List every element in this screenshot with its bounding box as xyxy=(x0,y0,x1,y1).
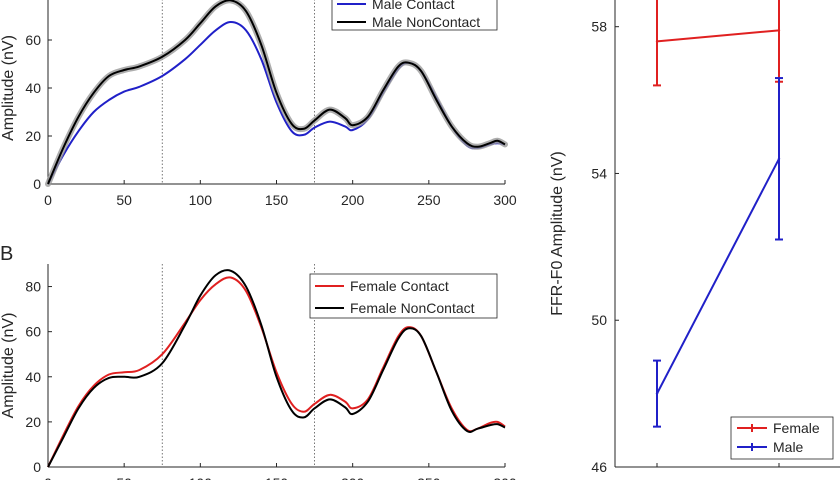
y-tick-label-2-0: 46 xyxy=(591,459,607,475)
x-tick-label-0-0: 0 xyxy=(44,192,52,208)
y-tick-label-2-3: 58 xyxy=(591,19,607,35)
series-line-0-1 xyxy=(47,0,506,185)
y-axis-label-0: Amplitude (nV) xyxy=(0,35,17,141)
x-tick-label-1-5: 250 xyxy=(417,475,441,480)
y-axis-label-2: FFR-F0 Amplitude (nV) xyxy=(549,151,566,315)
series-line-2-1 xyxy=(656,158,780,395)
y-tick-label-0-1: 20 xyxy=(25,128,41,144)
x-tick-label-1-4: 200 xyxy=(341,475,365,480)
legend-label-1-0: Female Contact xyxy=(350,278,449,294)
series-line-2-0 xyxy=(656,29,780,43)
legend-label-2-0: Female xyxy=(773,420,820,436)
x-tick-label-1-1: 50 xyxy=(116,475,132,480)
y-tick-label-0-3: 60 xyxy=(25,32,41,48)
x-tick-label-1-0: 0 xyxy=(44,475,52,480)
y-tick-label-2-2: 54 xyxy=(591,165,607,181)
y-tick-label-0-2: 40 xyxy=(25,80,41,96)
data-point-2-0-0 xyxy=(655,40,659,43)
y-tick-label-2-1: 50 xyxy=(591,312,607,328)
x-tick-label-0-6: 300 xyxy=(493,192,517,208)
series-line-1-1 xyxy=(47,269,506,468)
y-tick-label-1-2: 40 xyxy=(25,369,41,385)
legend-label-2-1: Male xyxy=(773,439,804,455)
x-tick-label-0-3: 150 xyxy=(265,192,289,208)
legend-label-1-1: Female NonContact xyxy=(350,300,475,316)
y-tick-label-1-1: 20 xyxy=(25,414,41,430)
panel-label-1: B xyxy=(0,243,13,265)
data-point-2-1-0 xyxy=(655,392,659,395)
x-tick-label-1-2: 100 xyxy=(189,475,213,480)
legend-box-2 xyxy=(730,416,834,460)
x-tick-label-1-6: 300 xyxy=(493,475,517,480)
x-tick-label-0-5: 250 xyxy=(417,192,441,208)
y-axis-label-1: Amplitude (nV) xyxy=(0,313,17,419)
x-tick-label-0-2: 100 xyxy=(189,192,213,208)
data-point-2-0-1 xyxy=(777,29,781,32)
y-tick-label-1-0: 0 xyxy=(33,459,41,475)
x-tick-label-0-4: 200 xyxy=(341,192,365,208)
x-tick-label-0-1: 50 xyxy=(116,192,132,208)
legend-label-0-1: Male NonContact xyxy=(372,14,480,30)
y-tick-label-1-4: 80 xyxy=(25,279,41,295)
legend-box-1 xyxy=(309,273,498,319)
data-point-2-1-1 xyxy=(777,157,781,160)
x-tick-label-1-3: 150 xyxy=(265,475,289,480)
legend-label-0-0: Male Contact xyxy=(372,0,455,12)
y-tick-label-0-0: 0 xyxy=(33,176,41,192)
y-tick-label-1-3: 60 xyxy=(25,324,41,340)
